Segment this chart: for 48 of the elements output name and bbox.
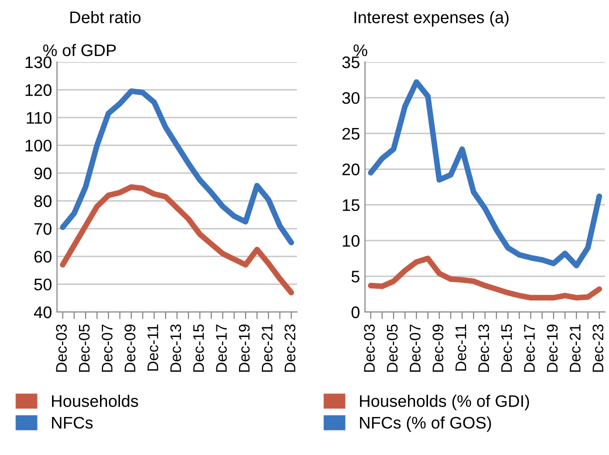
x-tick-label: Dec-19 <box>238 324 250 372</box>
y-tick-label: 110 <box>26 112 52 124</box>
x-tick-label: Dec-05 <box>386 324 398 372</box>
y-tick-label: 15 <box>342 199 360 212</box>
y-tick-label: 25 <box>342 128 360 140</box>
y-tick-label: 90 <box>34 168 52 180</box>
x-tick-label: Dec-17 <box>524 324 535 372</box>
y-tick-label: 120 <box>26 84 52 96</box>
x-tick-label: Dec-13 <box>478 324 490 372</box>
chart-title: Interest expenses (a) <box>354 11 509 27</box>
chart-title: Debt ratio <box>70 11 141 24</box>
y-tick-label: 70 <box>34 223 52 235</box>
y-tick-label: 60 <box>34 250 52 263</box>
x-tick-label: Dec-07 <box>410 324 421 372</box>
y-tick-label: 5 <box>352 270 360 282</box>
x-tick-label: Dec-09 <box>432 324 444 372</box>
x-tick-label: Dec-11 <box>456 324 466 371</box>
y-tick-label: 10 <box>342 234 360 247</box>
x-tick-label: Dec-03 <box>56 324 67 372</box>
legend-label: Households <box>52 394 138 407</box>
x-tick-label: Dec-15 <box>193 324 204 372</box>
x-tick-label: Dec-11 <box>148 324 158 371</box>
y-tick-label: 50 <box>34 278 52 290</box>
legend-label: NFCs (% of GOS) <box>360 416 491 432</box>
x-tick-label: Dec-23 <box>284 324 296 372</box>
x-tick-label: Dec-07 <box>102 324 113 372</box>
legend-label: Households (% of GDI) <box>360 394 529 410</box>
x-tick-label: Dec-13 <box>170 324 182 372</box>
y-tick-label: 0 <box>352 306 360 318</box>
y-tick-label: 80 <box>34 195 52 208</box>
y-tick-label: 100 <box>26 140 52 152</box>
x-tick-label: Dec-23 <box>592 324 604 372</box>
y-tick-label: 30 <box>342 92 360 104</box>
y-tick-label: 20 <box>342 164 360 176</box>
x-tick-label: Dec-21 <box>570 324 581 372</box>
x-tick-label: Dec-19 <box>546 324 558 372</box>
x-tick-label: Dec-15 <box>501 324 512 372</box>
y-axis-title: % <box>354 44 368 56</box>
x-tick-label: Dec-05 <box>78 324 90 372</box>
y-axis-title: % of GDP <box>43 44 116 56</box>
x-tick-label: Dec-09 <box>124 324 136 372</box>
y-tick-label: 130 <box>26 56 52 68</box>
x-tick-label: Dec-17 <box>216 324 227 372</box>
x-tick-label: Dec-03 <box>364 324 375 372</box>
y-tick-label: 35 <box>342 56 360 68</box>
legend-label: NFCs <box>52 416 93 429</box>
x-tick-label: Dec-21 <box>262 324 273 372</box>
y-tick-label: 40 <box>34 306 52 318</box>
